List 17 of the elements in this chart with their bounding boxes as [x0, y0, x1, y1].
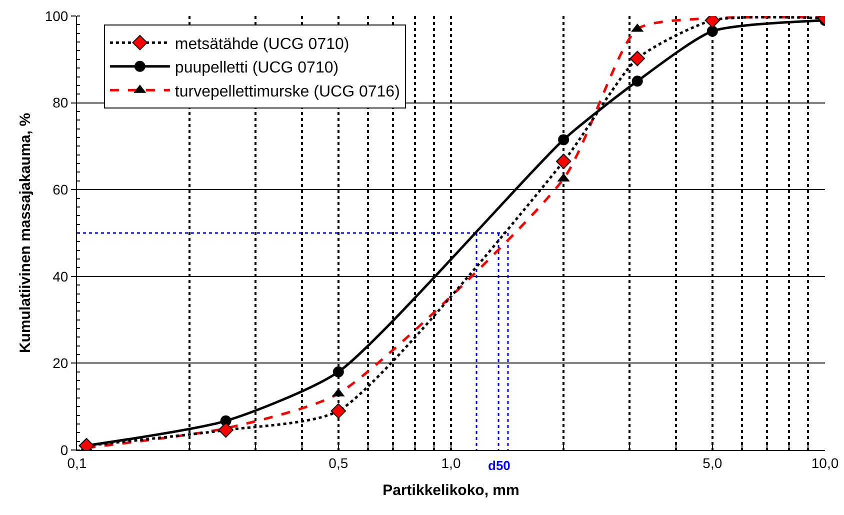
- y-tick-label: 100: [44, 8, 68, 24]
- x-axis-title: Partikkelikoko, mm: [382, 482, 520, 499]
- x-tick-label: 10,0: [811, 454, 839, 471]
- x-tick-label: 5,0: [702, 454, 722, 471]
- y-tick-label: 20: [52, 355, 68, 372]
- x-tick-label: 0,1: [67, 454, 87, 471]
- y-tick-label: 40: [52, 268, 68, 284]
- annotation: d50: [488, 458, 510, 473]
- legend-label: metsätähde (UCG 0710): [174, 36, 350, 53]
- x-tick-label: 0,5: [328, 454, 348, 471]
- legend-label: turvepellettimurske (UCG 0716): [174, 83, 400, 100]
- legend-label: puupelletti (UCG 0710): [174, 60, 339, 77]
- y-tick-label: 0: [60, 442, 68, 458]
- y-axis-title: Kumulatiivinen massajakauma, %: [17, 112, 34, 354]
- x-tick-label: 1,0: [441, 454, 461, 471]
- y-tick-label: 60: [52, 182, 68, 198]
- y-tick-label: 80: [52, 94, 68, 111]
